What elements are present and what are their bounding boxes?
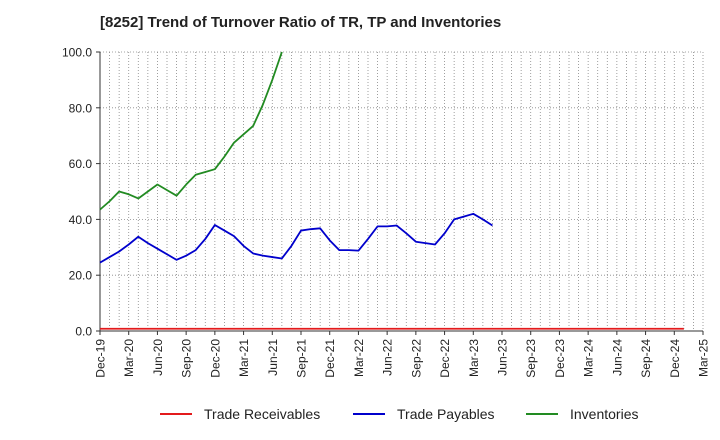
x-tick-label: Dec-24 [668, 339, 682, 378]
x-tick-label: Jun-24 [610, 339, 624, 376]
x-tick-label: Sep-24 [639, 339, 653, 378]
x-tick-label: Sep-22 [409, 339, 423, 378]
series-line-trade-payables [99, 212, 493, 264]
y-tick-label: 60.0 [69, 157, 93, 171]
legend-label: Trade Payables [397, 406, 495, 422]
x-tick-label: Mar-22 [352, 339, 366, 377]
x-tick-label: Dec-20 [208, 339, 222, 378]
x-tick-label: Jun-20 [151, 339, 165, 376]
x-tick-label: Jun-22 [381, 339, 395, 376]
x-tick-label: Dec-21 [323, 339, 337, 378]
y-tick-label: 20.0 [69, 269, 93, 283]
chart-title: [8252] Trend of Turnover Ratio of TR, TP… [100, 14, 502, 31]
axes: 0.0 20.0 40.0 60.0 80.0 100.0 Dec-19 Mar-20 Jun-… [62, 46, 711, 378]
series-line-inventories [99, 51, 283, 211]
y-tick-label: 80.0 [69, 101, 93, 115]
x-tick-label: Mar-25 [697, 339, 711, 377]
x-tick-label: Mar-20 [122, 339, 136, 377]
legend-label: Trade Receivables [204, 406, 320, 422]
legend: Trade Receivables Trade Payables Inventori… [160, 406, 638, 422]
x-tick-label: Jun-21 [266, 339, 280, 376]
x-tick-label: Sep-21 [295, 339, 309, 378]
series-lines [99, 51, 684, 330]
legend-label: Inventories [570, 406, 638, 422]
y-tick-label: 0.0 [75, 325, 92, 339]
x-tick-label: Mar-21 [237, 339, 251, 377]
x-tick-label: Mar-24 [582, 339, 596, 377]
grid-lines [99, 51, 704, 332]
x-tick-label: Dec-19 [94, 339, 108, 378]
y-tick-label: 40.0 [69, 213, 93, 227]
x-tick-label: Mar-23 [467, 339, 481, 377]
x-tick-label: Dec-22 [438, 339, 452, 378]
x-tick-label: Sep-23 [524, 339, 538, 378]
y-tick-label: 100.0 [62, 46, 92, 60]
x-tick-label: Sep-20 [180, 339, 194, 378]
x-tick-label: Dec-23 [553, 339, 567, 378]
x-tick-label: Jun-23 [496, 339, 510, 376]
